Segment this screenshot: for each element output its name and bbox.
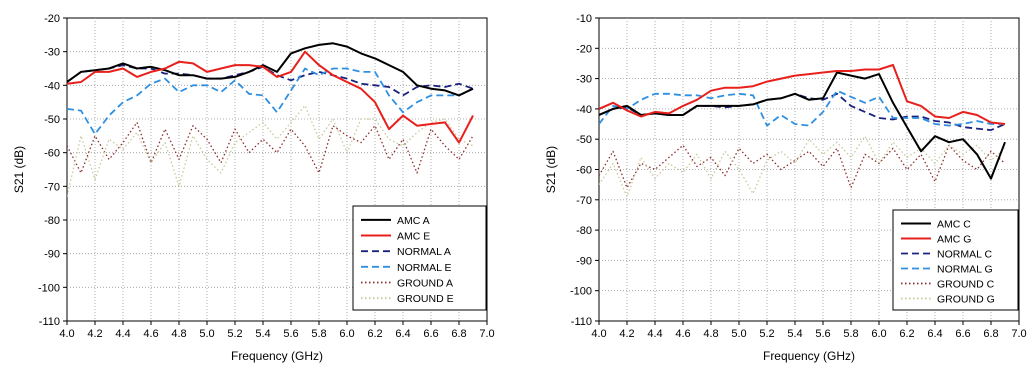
legend-label: NORMAL E (397, 262, 451, 274)
y-tick-label: -20 (576, 43, 592, 55)
series-line-normal-g (599, 89, 1005, 127)
y-tick-label: -70 (44, 181, 60, 193)
legend-label: GROUND A (397, 278, 453, 290)
series-line-ground-g (599, 135, 1006, 198)
series-line-ground-c (599, 144, 1006, 189)
x-tick-label: 7.0 (1011, 328, 1026, 340)
y-tick-label: -40 (576, 104, 592, 116)
legend: AMC C AMC G NORMAL C NORMAL G GROUND C GROUND… (892, 209, 1019, 311)
y-tick-label: -70 (576, 195, 592, 207)
x-tick-label: 4.2 (619, 328, 634, 340)
series-line-amc-e (67, 50, 474, 144)
legend-label: GROUND C (937, 279, 995, 291)
legend-label: AMC G (937, 234, 971, 246)
series-line-amc-c (599, 71, 1006, 180)
legend-label: AMC E (397, 231, 430, 243)
legend-label: GROUND G (937, 294, 995, 306)
chart-1: 4.0 4.2 4.4 4.6 4.8 5.0 5.2 5.4 5.6 5.8 6.0 6.2 6.4 6… (12, 13, 495, 363)
x-tick-label: 6.2 (367, 328, 382, 340)
x-tick-label: 4.8 (171, 328, 186, 340)
x-tick-label: 6.6 (955, 328, 970, 340)
x-tick-label: 5.0 (731, 328, 746, 340)
x-tick-label: 6.0 (871, 328, 886, 340)
x-tick-label: 5.8 (311, 328, 326, 340)
x-tick-label: 4.8 (703, 328, 718, 340)
y-tick-label: -50 (576, 134, 592, 146)
series-line-amc-g (599, 64, 1006, 125)
x-tick-label: 5.0 (199, 328, 214, 340)
y-tick-label: -30 (44, 47, 60, 59)
x-tick-label: 5.8 (843, 328, 858, 340)
y-tick-label: -50 (44, 114, 60, 126)
y-tick-label: -60 (44, 148, 60, 160)
x-tick-label: 6.6 (423, 328, 438, 340)
x-tick-label: 4.4 (115, 328, 130, 340)
y-tick-label: -100 (38, 282, 60, 294)
x-tick-label: 4.0 (59, 328, 74, 340)
x-tick-label: 4.6 (143, 328, 158, 340)
x-tick-label: 6.8 (451, 328, 466, 340)
x-tick-label: 6.8 (983, 328, 998, 340)
series-group (599, 64, 1006, 198)
x-tick-label: 4.4 (647, 328, 662, 340)
y-tick-label: -90 (44, 249, 60, 261)
legend-label: NORMAL A (397, 246, 451, 258)
y-tick-label: -90 (576, 255, 592, 267)
x-tick-label: 6.4 (927, 328, 942, 340)
series-line-ground-e (67, 104, 474, 197)
y-tick-label: -80 (576, 225, 592, 237)
x-tick-label: 4.2 (87, 328, 102, 340)
y-tick-label: -80 (44, 215, 60, 227)
y-axis-title: S21 (dB) (12, 146, 26, 193)
x-tick-label: 4.6 (675, 328, 690, 340)
x-tick-label: 5.4 (787, 328, 802, 340)
x-axis-title: Frequency (GHz) (763, 349, 855, 363)
x-tick-label: 5.2 (227, 328, 242, 340)
y-tick-label: -10 (576, 13, 592, 25)
y-axis-title: S21 (dB) (544, 146, 558, 193)
series-line-ground-a (67, 121, 474, 174)
x-axis-title: Frequency (GHz) (231, 349, 323, 363)
x-tick-label: 4.0 (591, 328, 606, 340)
series-group (67, 42, 474, 197)
chart-2: 4.0 4.2 4.4 4.6 4.8 5.0 5.2 5.4 5.6 5.8 6.0 6.2 6.4 6… (544, 13, 1027, 363)
gridlines (67, 18, 487, 321)
x-tick-label: 6.0 (339, 328, 354, 340)
series-line-amc-a (67, 42, 474, 97)
y-tick-label: -30 (576, 74, 592, 86)
x-tick-label: 5.4 (255, 328, 270, 340)
legend-label: AMC A (397, 215, 430, 227)
x-tick-label: 6.4 (395, 328, 410, 340)
y-tick-label: -40 (44, 80, 60, 92)
legend-label: GROUND E (397, 293, 454, 305)
x-tick-label: 5.6 (283, 328, 298, 340)
y-tick-label: -20 (44, 13, 60, 25)
legend-box (892, 209, 1019, 311)
legend-label: NORMAL G (937, 264, 993, 276)
gridlines (599, 18, 1019, 321)
y-tick-label: -60 (576, 165, 592, 177)
x-tick-label: 6.2 (899, 328, 914, 340)
x-tick-label: 7.0 (479, 328, 494, 340)
legend: AMC A AMC E NORMAL A NORMAL E GROUND A GROUND… (352, 205, 487, 311)
legend-label: AMC C (937, 219, 971, 231)
y-tick-label: -100 (570, 286, 592, 298)
y-tick-label: -110 (571, 316, 592, 328)
x-tick-label: 5.2 (759, 328, 774, 340)
legend-label: NORMAL C (937, 249, 992, 261)
legend-box (352, 205, 487, 311)
x-tick-label: 5.6 (815, 328, 830, 340)
y-tick-label: -110 (39, 316, 60, 328)
